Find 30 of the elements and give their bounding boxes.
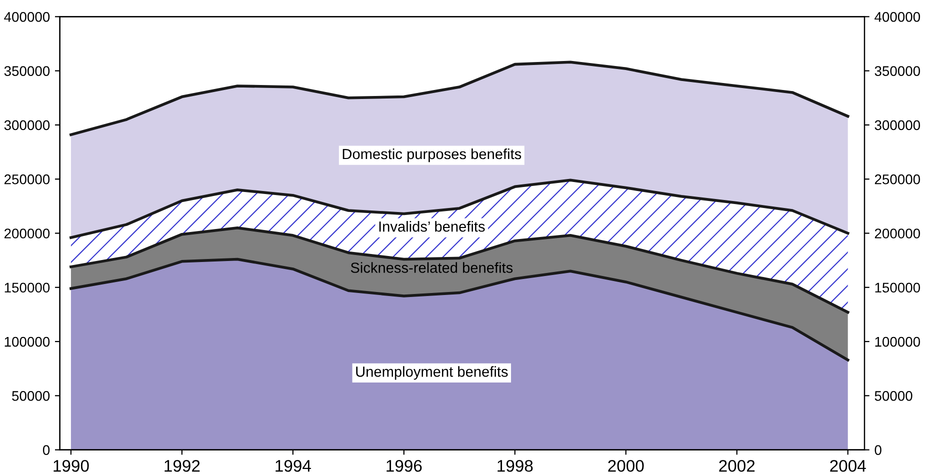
- series-label: Unemployment benefits: [356, 366, 508, 380]
- y-tick-label: 50000: [12, 391, 50, 401]
- x-tick-label: 2000: [608, 460, 644, 472]
- x-tick-label: 1996: [386, 460, 422, 472]
- y-tick-label: 400000: [4, 12, 50, 22]
- series-label: Sickness-related benefits: [350, 262, 513, 273]
- x-tick-label: 2002: [719, 460, 755, 472]
- y-tick-label: 250000: [4, 174, 50, 184]
- y-tick-label: 150000: [4, 282, 50, 293]
- y2-tick-label: 300000: [874, 120, 920, 130]
- y-tick-label: 100000: [4, 336, 50, 347]
- x-tick-label: 1994: [276, 460, 311, 472]
- x-tick-label: 1990: [54, 460, 89, 472]
- y2-tick-label: 250000: [874, 174, 920, 184]
- y2-tick-label: 0: [874, 445, 882, 455]
- y2-tick-label: 100000: [875, 336, 920, 347]
- y2-tick-label: 400000: [874, 12, 920, 22]
- x-tick-label: 2004: [830, 460, 866, 472]
- y-tick-label: 0: [42, 445, 50, 455]
- y-tick-label: 200000: [4, 228, 50, 238]
- x-tick-label: 1992: [164, 460, 200, 472]
- y2-tick-label: 150000: [875, 282, 920, 293]
- y2-tick-label: 50000: [874, 391, 912, 401]
- y-tick-label: 350000: [4, 66, 50, 76]
- x-tick-label: 1998: [498, 460, 533, 472]
- y-tick-label: 300000: [4, 120, 50, 130]
- y2-tick-label: 350000: [874, 66, 920, 76]
- series-label: Domestic purposes benefits: [342, 148, 522, 162]
- series-label: Invalids’ benefits: [379, 221, 485, 232]
- y2-tick-label: 200000: [874, 228, 920, 238]
